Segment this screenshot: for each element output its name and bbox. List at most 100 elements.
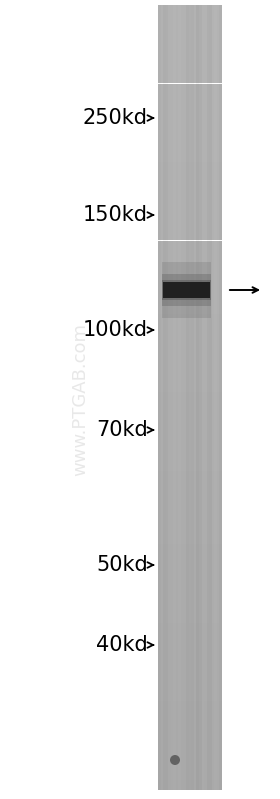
Bar bbox=[158, 10, 222, 15]
Bar bbox=[158, 434, 222, 439]
Bar bbox=[158, 152, 222, 157]
Bar bbox=[158, 21, 222, 26]
Bar bbox=[162, 274, 211, 306]
Bar bbox=[158, 596, 222, 602]
Bar bbox=[217, 5, 220, 790]
Bar bbox=[158, 58, 222, 62]
Bar bbox=[158, 230, 222, 235]
Bar bbox=[158, 220, 222, 225]
Bar bbox=[158, 89, 222, 94]
Bar bbox=[204, 5, 207, 790]
Circle shape bbox=[170, 755, 180, 765]
Bar bbox=[158, 387, 222, 392]
Bar bbox=[158, 575, 222, 581]
Bar bbox=[158, 120, 222, 125]
Bar bbox=[178, 5, 181, 790]
Bar bbox=[158, 403, 222, 408]
Bar bbox=[158, 785, 222, 790]
Bar bbox=[158, 581, 222, 586]
Bar bbox=[166, 5, 168, 790]
Bar bbox=[158, 544, 222, 549]
Bar bbox=[173, 5, 176, 790]
Bar bbox=[158, 109, 222, 115]
Bar bbox=[207, 5, 209, 790]
Text: 100kd: 100kd bbox=[83, 320, 148, 340]
Bar bbox=[158, 130, 222, 136]
Bar bbox=[158, 141, 222, 146]
Bar bbox=[158, 491, 222, 497]
Bar bbox=[158, 177, 222, 183]
Bar bbox=[158, 743, 222, 748]
Bar bbox=[158, 659, 222, 665]
Bar bbox=[158, 314, 222, 319]
Bar bbox=[158, 686, 222, 690]
Bar bbox=[158, 240, 222, 246]
Bar bbox=[158, 366, 222, 372]
Bar bbox=[163, 5, 166, 790]
Bar bbox=[158, 329, 222, 335]
Bar bbox=[158, 419, 222, 423]
Bar bbox=[202, 5, 204, 790]
Bar bbox=[158, 460, 222, 466]
Bar bbox=[158, 214, 222, 220]
Bar bbox=[158, 555, 222, 560]
Bar bbox=[158, 31, 222, 37]
Bar bbox=[158, 382, 222, 387]
Bar bbox=[158, 774, 222, 780]
Bar bbox=[158, 560, 222, 565]
Bar bbox=[158, 753, 222, 758]
Bar bbox=[158, 304, 222, 308]
Bar bbox=[181, 5, 184, 790]
Bar bbox=[158, 335, 222, 340]
Bar bbox=[158, 528, 222, 534]
Bar bbox=[158, 455, 222, 460]
Bar bbox=[158, 481, 222, 487]
Bar bbox=[158, 209, 222, 214]
Bar bbox=[196, 5, 199, 790]
Bar bbox=[158, 711, 222, 717]
Text: 150kd: 150kd bbox=[83, 205, 148, 225]
Bar bbox=[158, 612, 222, 618]
Bar bbox=[158, 429, 222, 434]
Bar bbox=[158, 628, 222, 633]
Bar bbox=[194, 5, 196, 790]
Bar bbox=[158, 199, 222, 204]
Bar bbox=[209, 5, 212, 790]
Bar bbox=[158, 26, 222, 31]
Bar bbox=[158, 638, 222, 643]
Bar bbox=[158, 204, 222, 209]
Bar bbox=[158, 497, 222, 502]
Bar bbox=[158, 696, 222, 701]
Text: 40kd: 40kd bbox=[96, 635, 148, 655]
Bar bbox=[158, 68, 222, 73]
Bar bbox=[158, 654, 222, 659]
Bar bbox=[158, 769, 222, 774]
Bar bbox=[158, 502, 222, 507]
Bar bbox=[158, 413, 222, 419]
Bar bbox=[176, 5, 178, 790]
Text: www.PTGAB.com: www.PTGAB.com bbox=[71, 324, 89, 476]
Bar bbox=[158, 37, 222, 42]
Bar bbox=[158, 146, 222, 152]
Bar bbox=[158, 675, 222, 680]
Bar bbox=[199, 5, 202, 790]
Bar bbox=[168, 5, 171, 790]
Bar bbox=[158, 570, 222, 575]
Bar bbox=[158, 361, 222, 366]
Bar bbox=[158, 780, 222, 785]
Bar bbox=[158, 324, 222, 329]
Bar bbox=[162, 280, 211, 300]
Bar bbox=[158, 356, 222, 361]
Bar bbox=[158, 748, 222, 753]
Bar bbox=[158, 727, 222, 733]
Bar bbox=[158, 586, 222, 591]
Bar bbox=[158, 737, 222, 743]
Bar bbox=[158, 193, 222, 199]
Bar bbox=[158, 345, 222, 351]
Bar bbox=[158, 173, 222, 177]
Bar bbox=[158, 423, 222, 429]
Bar bbox=[158, 62, 222, 68]
Bar bbox=[158, 397, 222, 403]
Bar bbox=[158, 665, 222, 670]
Bar bbox=[158, 539, 222, 544]
